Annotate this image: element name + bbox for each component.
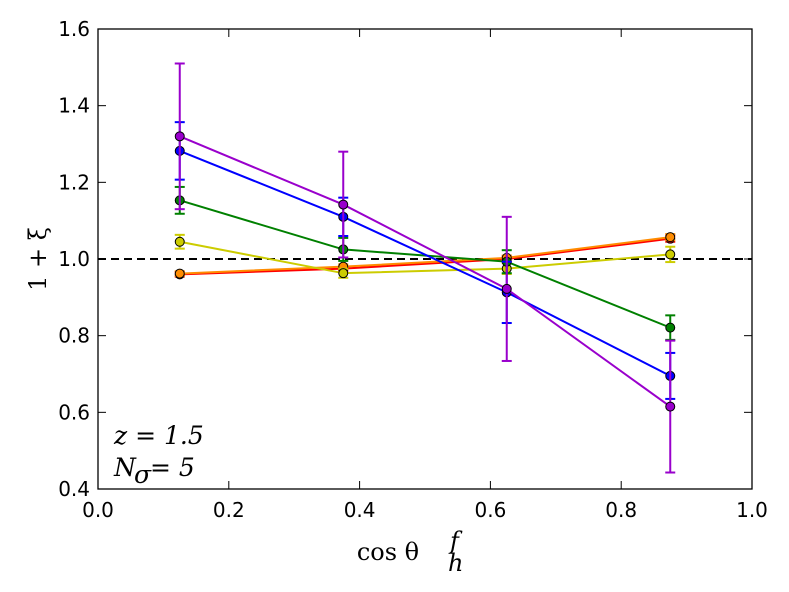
x-tick-label: 1.0: [736, 498, 768, 522]
annotation-nsigma: N: [113, 453, 137, 482]
annotation-redshift: z = 1.5: [113, 421, 204, 450]
annotation-nsigma-val: = 5: [150, 453, 195, 482]
y-ticks: 0.4 0.6 0.8 1.0 1.2 1.4 1.6: [58, 17, 752, 501]
y-tick-label: 0.8: [58, 324, 90, 348]
annotation-nsigma-sub: σ: [134, 460, 152, 489]
data-point-yellow: [338, 268, 349, 279]
series-group: [174, 62, 676, 474]
y-tick-label: 1.2: [58, 170, 90, 194]
y-tick-label: 1.4: [58, 94, 90, 118]
series-line-red: [179, 237, 671, 276]
data-point-orange: [665, 232, 676, 243]
y-axis-label: 1 + ξ: [24, 227, 52, 291]
series-line-blue: [179, 149, 671, 377]
data-point-purple: [501, 283, 512, 294]
series-purple: [174, 62, 676, 474]
x-tick-label: 0.8: [605, 498, 637, 522]
x-axis-label: cos θ: [357, 538, 419, 566]
data-point-yellow: [174, 236, 185, 247]
x-ticks: 0.0 0.2 0.4 0.6 0.8 1.0: [82, 29, 768, 522]
data-point-purple: [338, 199, 349, 210]
y-tick-label: 1.0: [58, 247, 90, 271]
series-line-yellow: [179, 240, 671, 275]
series-line-orange: [179, 236, 671, 275]
x-tick-label: 0.4: [344, 498, 376, 522]
y-tick-label: 1.6: [58, 17, 90, 41]
data-point-orange: [174, 268, 185, 279]
y-tick-label: 0.4: [58, 477, 90, 501]
series-line-purple: [179, 135, 671, 408]
x-axis-label-sub: h: [448, 549, 463, 577]
data-point-purple: [174, 131, 185, 142]
x-tick-label: 0.0: [82, 498, 114, 522]
x-tick-label: 0.6: [474, 498, 506, 522]
plot-frame: [97, 28, 753, 490]
x-axis-label-main: cos θ: [357, 538, 419, 566]
y-tick-label: 0.6: [58, 400, 90, 424]
x-tick-label: 0.2: [213, 498, 245, 522]
data-point-green: [665, 322, 676, 333]
data-point-purple: [665, 401, 676, 412]
data-point-yellow: [665, 249, 676, 260]
